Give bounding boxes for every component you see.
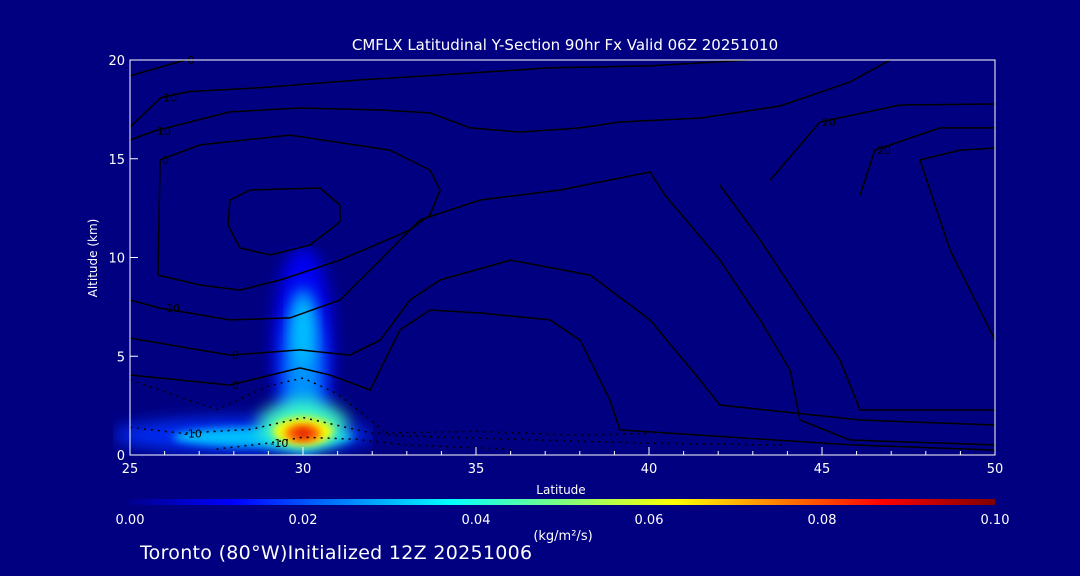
colorbar-tick-label: 0.02	[289, 513, 318, 528]
y-axis-label: Altitude (km)	[86, 219, 100, 298]
contour-label: 0	[232, 349, 239, 362]
colorbar-ticks: 0.00 0.02 0.04 0.06 0.08 0.10	[116, 513, 1010, 528]
axes: 25 30 35 40 45 50 0 5 10 15 20	[108, 54, 1003, 477]
contour-line	[719, 184, 995, 411]
contour-label: 10	[163, 92, 177, 105]
colorbar-units: (kg/m²/s)	[533, 529, 592, 544]
contour-line	[227, 187, 341, 256]
contour-label: 20	[822, 116, 836, 129]
x-tick-label: 50	[987, 462, 1004, 477]
flux-blob	[293, 287, 313, 367]
contour-label: 0	[162, 154, 169, 167]
contour-line	[129, 59, 891, 141]
colorbar-tick-label: 0.04	[462, 513, 491, 528]
contour-line	[129, 259, 996, 426]
x-tick-label: 30	[295, 462, 312, 477]
colorbar	[130, 499, 995, 505]
x-tick-label: 25	[122, 462, 139, 477]
colorbar-tick-label: 0.06	[635, 513, 664, 528]
colorbar-tick-label: 0.00	[116, 513, 145, 528]
y-tick-label: 0	[117, 449, 125, 464]
y-tick-label: 20	[108, 54, 125, 69]
contour-label: 10	[157, 125, 171, 138]
contour-line	[216, 436, 511, 450]
x-axis-label: Latitude	[536, 483, 585, 497]
colorbar-tick-label: 0.10	[981, 513, 1010, 528]
y-tick-label: 15	[108, 153, 125, 168]
contour-line	[859, 127, 995, 196]
contour-line	[129, 59, 186, 77]
chart-title: CMFLX Latitudinal Y-Section 90hr Fx Vali…	[352, 36, 778, 54]
contour-line	[157, 134, 441, 291]
y-tick-label: 10	[108, 252, 125, 267]
x-tick-label: 40	[641, 462, 658, 477]
contour-label: -10	[162, 302, 180, 315]
y-tick-label: 5	[117, 350, 125, 365]
flux-fill	[113, 246, 373, 456]
contour-label: -10	[184, 427, 202, 440]
contour-line	[129, 59, 750, 128]
colorbar-tick-label: 0.08	[808, 513, 837, 528]
x-tick-label: 35	[468, 462, 485, 477]
x-tick-label: 45	[814, 462, 831, 477]
contour-line	[129, 309, 996, 451]
contour-line	[129, 416, 650, 437]
contour-label: -10	[270, 437, 288, 450]
plot-frame	[129, 59, 996, 456]
contour-line	[129, 171, 996, 446]
contour-label: 0	[232, 379, 239, 392]
contour-line	[918, 147, 996, 341]
contour-label: 20	[877, 144, 891, 157]
flux-blob	[295, 428, 311, 438]
footer-text: Toronto (80°W)Initialized 12Z 20251006	[140, 542, 533, 564]
contour-line	[769, 103, 996, 181]
